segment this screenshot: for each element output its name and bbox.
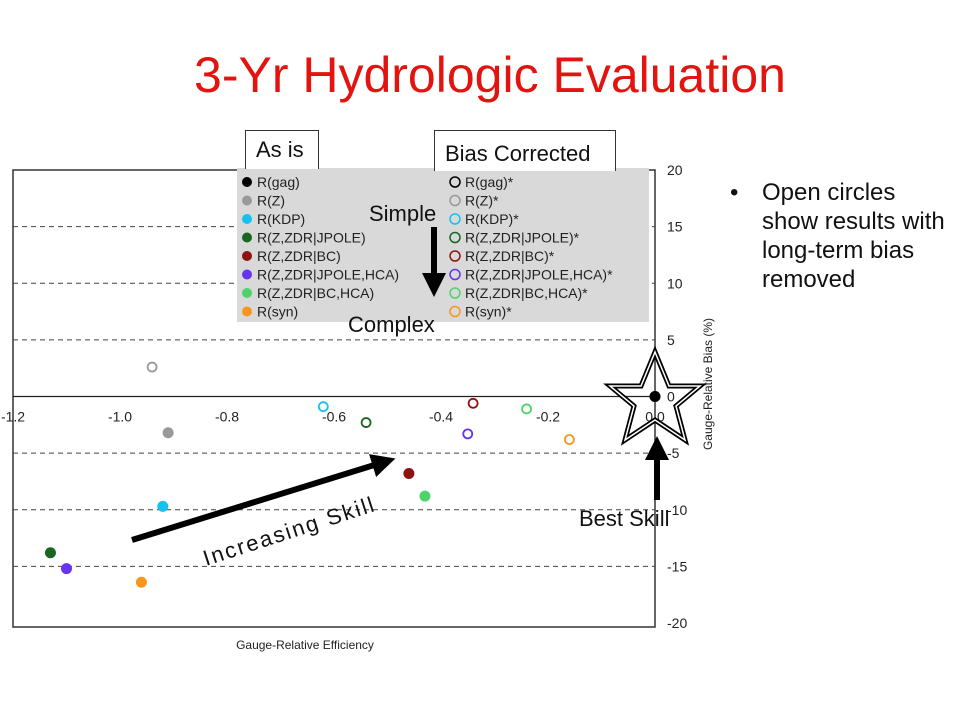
- legend-label: R(Z,ZDR|JPOLE): [257, 230, 366, 246]
- x-tick-label: -0.8: [215, 409, 239, 425]
- legend-marker: [449, 213, 461, 225]
- legend-marker: [242, 177, 252, 187]
- legend-label: R(Z,ZDR|JPOLE)*: [465, 230, 580, 246]
- legend-marker: [242, 195, 252, 206]
- legend-marker: [242, 269, 252, 280]
- legend-marker: [449, 305, 461, 318]
- data-point: [162, 427, 174, 439]
- legend-label: R(Z)*: [465, 193, 499, 209]
- data-point: [317, 401, 329, 413]
- y-tick-label: 0: [667, 389, 675, 405]
- x-tick-label: -1.2: [1, 409, 25, 425]
- y-tick-label: -15: [667, 558, 687, 574]
- complex-label: Complex: [348, 312, 435, 337]
- y-tick-label: 10: [667, 275, 683, 291]
- legend-marker: [449, 250, 461, 262]
- data-point: [135, 576, 147, 588]
- x-tick-label: -0.2: [536, 409, 560, 425]
- y-tick-label: -20: [667, 615, 687, 631]
- legend-label: R(gag): [257, 174, 300, 190]
- bullet-text: Open circles show results with long-term…: [762, 179, 945, 293]
- x-axis-label: Gauge-Relative Efficiency: [236, 638, 374, 652]
- legend-label: R(KDP): [257, 211, 305, 227]
- legend-marker: [242, 214, 252, 224]
- legend-marker: [242, 251, 252, 261]
- legend-marker: [449, 268, 461, 281]
- data-point: [649, 391, 661, 402]
- legend-marker: [449, 176, 461, 188]
- data-point: [419, 490, 431, 502]
- data-point: [157, 500, 169, 512]
- legend-marker: [449, 287, 461, 299]
- bullet-dot-icon: •: [730, 179, 739, 206]
- legend-label: R(Z,ZDR|BC)*: [465, 248, 555, 264]
- data-point: [564, 434, 575, 445]
- legend-label: R(syn)*: [465, 304, 512, 320]
- data-point: [61, 563, 72, 575]
- simple-label: Simple: [369, 201, 436, 226]
- legend-label: R(Z,ZDR|BC,HCA): [257, 285, 374, 301]
- legend-marker: [449, 231, 461, 244]
- x-tick-label: -0.6: [322, 409, 346, 425]
- legend-label: R(Z): [257, 193, 285, 209]
- y-tick-label: -5: [667, 445, 680, 461]
- increasing-skill-arrow: [131, 454, 396, 543]
- legend-marker: [242, 232, 252, 243]
- y-tick-label: 5: [667, 332, 675, 348]
- data-point: [467, 397, 479, 409]
- data-point: [360, 417, 372, 428]
- legend-marker: [242, 306, 252, 317]
- data-point: [403, 468, 415, 480]
- x-tick-label: -1.0: [108, 409, 132, 425]
- bias-corrected-label: Bias Corrected: [434, 130, 616, 171]
- legend-label: R(KDP)*: [465, 211, 519, 227]
- legend-label: R(Z,ZDR|BC,HCA)*: [465, 285, 588, 301]
- legend-label: R(Z,ZDR|JPOLE,HCA): [257, 267, 399, 283]
- data-point: [146, 361, 158, 373]
- legend-label: R(Z,ZDR|BC): [257, 248, 341, 264]
- legend-marker: [449, 194, 461, 207]
- slide-title: 3-Yr Hydrologic Evaluation: [194, 47, 786, 103]
- legend-label: R(Z,ZDR|JPOLE,HCA)*: [465, 267, 613, 283]
- y-tick-label: -10: [667, 502, 687, 518]
- data-point: [462, 428, 474, 440]
- y-tick-label: 15: [667, 219, 683, 235]
- y-tick-label: 20: [667, 162, 683, 178]
- legend-label: R(gag)*: [465, 174, 514, 190]
- as-is-label: As is: [245, 130, 319, 169]
- x-tick-label: -0.4: [429, 409, 453, 425]
- increasing-skill-label: Increasing Skill: [200, 491, 379, 570]
- y-axis-label: Gauge-Relative Bias (%): [701, 318, 715, 450]
- data-point: [521, 403, 532, 415]
- best-skill-label: Best Skill: [579, 506, 669, 531]
- legend-label: R(syn): [257, 304, 298, 320]
- data-point: [44, 547, 56, 559]
- legend-marker: [242, 288, 252, 298]
